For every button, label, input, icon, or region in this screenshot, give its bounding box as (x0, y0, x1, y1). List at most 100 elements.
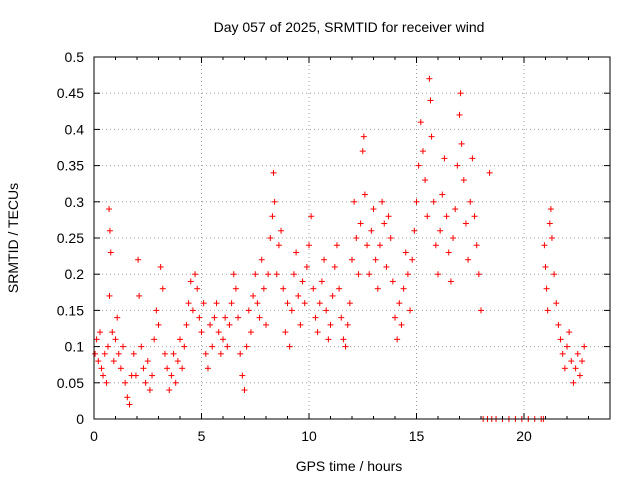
data-point (258, 256, 265, 263)
data-point (166, 387, 173, 394)
data-point (409, 256, 416, 263)
data-point (568, 358, 575, 365)
x-tick-label: 20 (516, 428, 532, 444)
data-point (224, 343, 231, 350)
y-tick-label: 0.2 (65, 266, 85, 282)
data-point (204, 365, 211, 372)
data-point (370, 206, 377, 213)
data-point (392, 314, 398, 321)
data-point (551, 271, 558, 278)
data-point (299, 278, 306, 285)
data-point (187, 278, 194, 285)
data-point (270, 169, 277, 176)
data-point (239, 372, 246, 379)
data-point (473, 242, 480, 249)
data-point (394, 336, 401, 343)
data-point (170, 350, 177, 357)
data-point (544, 307, 551, 314)
data-point (179, 365, 186, 372)
data-point (376, 242, 383, 249)
data-point (435, 271, 441, 278)
data-point (189, 307, 196, 314)
data-point (469, 155, 476, 162)
data-point (407, 307, 414, 314)
data-point (581, 343, 588, 350)
y-axis-label: SRMTID / TECUs (5, 183, 21, 293)
data-point (454, 162, 461, 169)
data-point (561, 365, 568, 372)
x-tick-label: 0 (90, 428, 98, 444)
axis-layer: 0 0.05 0.1 0.15 0.2 0.25 0.3 0.35 0.4 0.45 0.5 0 5 10… (57, 49, 611, 444)
data-point (336, 285, 343, 292)
data-point (140, 365, 147, 372)
y-tick-label: 0.15 (57, 302, 84, 318)
data-point (422, 177, 429, 184)
data-point (475, 271, 482, 278)
data-point (138, 343, 145, 350)
data-point (458, 140, 465, 147)
plot-frame (93, 56, 611, 420)
data-point (265, 271, 272, 278)
data-point (419, 148, 426, 155)
data-point (398, 321, 405, 328)
data-point (331, 263, 338, 270)
data-point (286, 343, 293, 350)
data-point (92, 350, 99, 357)
data-point (161, 350, 168, 357)
data-point (372, 256, 379, 263)
data-point (95, 358, 102, 365)
data-point (404, 271, 411, 278)
data-point (232, 285, 239, 292)
data-point (325, 336, 332, 343)
data-point (360, 133, 367, 140)
data-point (215, 329, 222, 336)
data-point (430, 198, 437, 205)
data-point (452, 206, 459, 213)
y-tick-label: 0.05 (57, 375, 84, 391)
data-point (297, 321, 304, 328)
data-point (443, 213, 450, 220)
data-point (379, 198, 386, 205)
data-point (122, 379, 129, 386)
data-point (445, 249, 452, 256)
points-layer (92, 75, 588, 422)
data-point (312, 314, 319, 321)
data-point (209, 343, 216, 350)
data-point (387, 235, 394, 241)
data-point (316, 300, 323, 307)
data-point (273, 271, 280, 278)
data-point (290, 271, 297, 278)
data-point (389, 278, 396, 285)
data-point (306, 242, 312, 249)
data-point (329, 292, 336, 299)
data-point (278, 227, 285, 234)
y-tick-label: 0.45 (57, 85, 84, 101)
data-point (548, 235, 555, 241)
data-point (366, 271, 373, 278)
data-point (282, 329, 289, 336)
data-point (478, 307, 484, 314)
data-point (424, 213, 431, 220)
data-point (114, 314, 121, 321)
data-point (97, 329, 104, 336)
data-point (301, 300, 308, 307)
data-point (570, 379, 577, 386)
data-point (98, 365, 105, 372)
data-point (288, 307, 295, 314)
data-point (314, 329, 321, 336)
data-point (543, 285, 550, 292)
data-point (457, 90, 464, 97)
data-point (263, 321, 269, 328)
data-point (222, 314, 229, 321)
data-point (456, 111, 463, 118)
data-point (566, 329, 573, 336)
data-point (117, 365, 124, 372)
data-point (428, 133, 435, 140)
data-point (308, 213, 315, 220)
data-point (226, 321, 233, 328)
grid-layer (94, 57, 610, 419)
data-point (217, 350, 224, 357)
data-point (310, 285, 317, 292)
data-point (351, 198, 358, 205)
